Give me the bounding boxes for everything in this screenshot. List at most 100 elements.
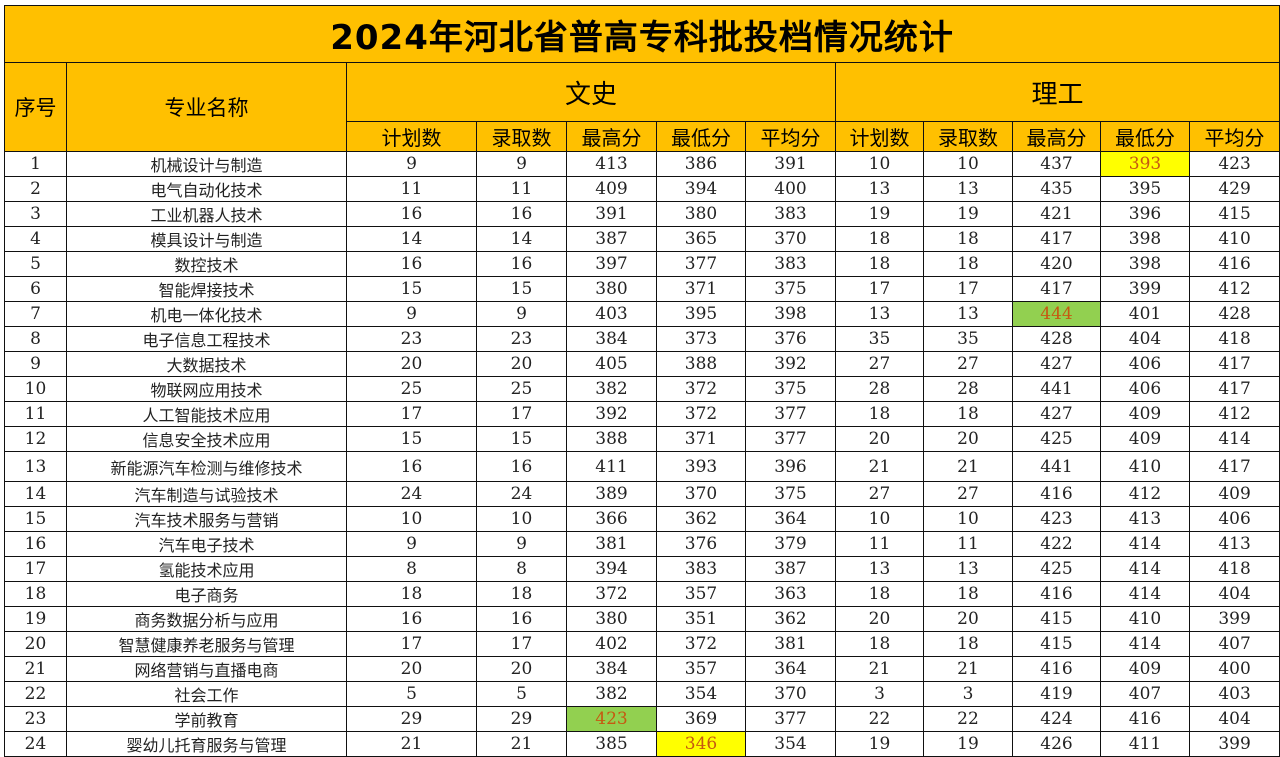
cell-li-max: 427 xyxy=(1012,351,1101,377)
cell-wen-avg: 387 xyxy=(745,556,836,582)
cell-li-admitted: 13 xyxy=(923,176,1013,202)
cell-li-min: 416 xyxy=(1100,706,1190,732)
cell-wen-admitted: 15 xyxy=(476,426,567,452)
cell-li-plan: 19 xyxy=(835,731,924,757)
cell-li-min: 396 xyxy=(1100,201,1190,227)
cell-major-name: 网络营销与直播电商 xyxy=(66,656,347,682)
cell-wen-admitted: 20 xyxy=(476,351,567,377)
cell-li-max: 415 xyxy=(1012,631,1101,657)
cell-li-admitted: 18 xyxy=(923,631,1013,657)
cell-wen-admitted: 9 xyxy=(476,531,567,557)
cell-wen-plan: 9 xyxy=(346,531,477,557)
table-row: 22 社会工作 5 5 382 354 370 3 3 419 407 403 xyxy=(4,681,1280,707)
cell-li-max: 416 xyxy=(1012,481,1101,507)
table-row: 9 大数据技术 20 20 405 388 392 27 27 427 406 417 xyxy=(4,351,1280,377)
cell-wen-admitted: 10 xyxy=(476,506,567,532)
cell-li-admitted: 22 xyxy=(923,706,1013,732)
cell-wen-min: 371 xyxy=(656,426,746,452)
cell-wen-min: 357 xyxy=(656,581,746,607)
cell-wen-max: 397 xyxy=(566,251,657,277)
cell-li-avg: 404 xyxy=(1188,581,1280,607)
cell-major-name: 智慧健康养老服务与管理 xyxy=(66,631,347,657)
cell-wen-max: 413 xyxy=(566,151,657,177)
cell-wen-avg: 383 xyxy=(745,251,836,277)
cell-major-name: 商务数据分析与应用 xyxy=(66,606,347,632)
cell-wen-admitted: 8 xyxy=(476,556,567,582)
cell-wen-admitted: 25 xyxy=(476,376,567,402)
cell-li-avg: 404 xyxy=(1188,706,1280,732)
cell-major-name: 数控技术 xyxy=(66,251,347,277)
cell-wen-plan: 20 xyxy=(346,351,477,377)
cell-li-plan: 18 xyxy=(835,631,924,657)
cell-li-avg: 418 xyxy=(1188,326,1280,352)
header-li-admitted: 录取数 xyxy=(923,121,1013,152)
cell-wen-admitted: 11 xyxy=(476,176,567,202)
cell-li-avg: 403 xyxy=(1188,681,1280,707)
cell-wen-max: 384 xyxy=(566,326,657,352)
cell-li-max: 435 xyxy=(1012,176,1101,202)
cell-li-min: 414 xyxy=(1100,556,1190,582)
cell-wen-avg: 391 xyxy=(745,151,836,177)
cell-wen-avg: 377 xyxy=(745,426,836,452)
cell-li-min: 409 xyxy=(1100,401,1190,427)
cell-wen-plan: 16 xyxy=(346,606,477,632)
cell-wen-min: 365 xyxy=(656,226,746,252)
cell-li-min: 410 xyxy=(1100,451,1190,482)
cell-wen-max: 382 xyxy=(566,376,657,402)
cell-li-admitted: 3 xyxy=(923,681,1013,707)
cell-wen-max: 366 xyxy=(566,506,657,532)
cell-wen-avg: 383 xyxy=(745,201,836,227)
cell-major-name: 汽车制造与试验技术 xyxy=(66,481,347,507)
cell-li-max: 416 xyxy=(1012,581,1101,607)
cell-li-max: 425 xyxy=(1012,426,1101,452)
cell-li-plan: 17 xyxy=(835,276,924,302)
header-wen-plan: 计划数 xyxy=(346,121,477,152)
cell-wen-plan: 18 xyxy=(346,581,477,607)
cell-li-avg: 423 xyxy=(1188,151,1280,177)
cell-index: 13 xyxy=(4,451,67,482)
cell-wen-admitted: 5 xyxy=(476,681,567,707)
cell-wen-plan: 20 xyxy=(346,656,477,682)
cell-wen-max: 391 xyxy=(566,201,657,227)
cell-wen-admitted: 20 xyxy=(476,656,567,682)
cell-li-plan: 21 xyxy=(835,656,924,682)
cell-major-name: 大数据技术 xyxy=(66,351,347,377)
cell-li-plan: 13 xyxy=(835,556,924,582)
cell-li-max: 416 xyxy=(1012,656,1101,682)
cell-wen-plan: 29 xyxy=(346,706,477,732)
cell-index: 5 xyxy=(4,251,67,277)
cell-wen-avg: 377 xyxy=(745,401,836,427)
cell-index: 18 xyxy=(4,581,67,607)
cell-wen-admitted: 16 xyxy=(476,251,567,277)
cell-li-min: 412 xyxy=(1100,481,1190,507)
cell-wen-max: 382 xyxy=(566,681,657,707)
cell-wen-min: 346 xyxy=(656,731,746,757)
table-row: 12 信息安全技术应用 15 15 388 371 377 20 20 425 409 414 xyxy=(4,426,1280,452)
header-wen-max: 最高分 xyxy=(566,121,657,152)
cell-li-min: 413 xyxy=(1100,506,1190,532)
cell-li-max: 437 xyxy=(1012,151,1101,177)
cell-major-name: 电子信息工程技术 xyxy=(66,326,347,352)
cell-wen-avg: 364 xyxy=(745,506,836,532)
cell-li-avg: 428 xyxy=(1188,301,1280,327)
cell-li-avg: 409 xyxy=(1188,481,1280,507)
table-row: 5 数控技术 16 16 397 377 383 18 18 420 398 416 xyxy=(4,251,1280,277)
cell-wen-plan: 14 xyxy=(346,226,477,252)
cell-li-plan: 10 xyxy=(835,151,924,177)
cell-li-avg: 407 xyxy=(1188,631,1280,657)
cell-li-admitted: 18 xyxy=(923,401,1013,427)
cell-li-avg: 399 xyxy=(1188,731,1280,757)
cell-wen-max: 411 xyxy=(566,451,657,482)
cell-wen-plan: 24 xyxy=(346,481,477,507)
cell-major-name: 汽车技术服务与营销 xyxy=(66,506,347,532)
cell-index: 23 xyxy=(4,706,67,732)
cell-li-admitted: 21 xyxy=(923,656,1013,682)
cell-wen-plan: 11 xyxy=(346,176,477,202)
cell-wen-admitted: 17 xyxy=(476,631,567,657)
cell-li-min: 414 xyxy=(1100,531,1190,557)
cell-wen-avg: 370 xyxy=(745,681,836,707)
cell-index: 8 xyxy=(4,326,67,352)
cell-wen-max: 405 xyxy=(566,351,657,377)
cell-li-max: 419 xyxy=(1012,681,1101,707)
cell-wen-max: 402 xyxy=(566,631,657,657)
